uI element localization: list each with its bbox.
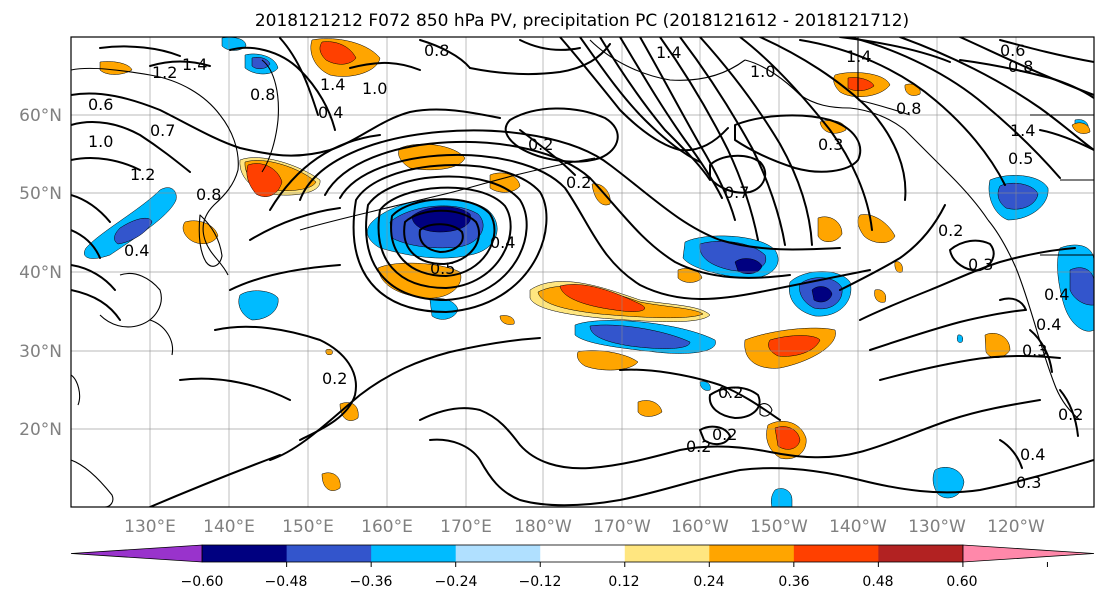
lon-label: 140°E (203, 517, 255, 537)
contour-label: 0.2 (566, 173, 591, 192)
pv-contours (71, 37, 1094, 507)
contour-label: 1.2 (152, 63, 177, 82)
map-frame (70, 36, 1095, 508)
contour-label: 0.2 (938, 221, 963, 240)
contour-label: 0.2 (686, 437, 711, 456)
colorbar-tick-label: 0.36 (778, 574, 809, 590)
colorbar-segments (70, 544, 1095, 563)
colorbar-tick-label: 0.48 (862, 574, 893, 590)
contour-label: 0.4 (124, 241, 149, 260)
colorbar-tick-label: 0.24 (693, 574, 724, 590)
latitude-labels: 60°N 50°N 40°N 30°N 20°N (19, 106, 62, 440)
lon-label: 130°W (908, 517, 966, 537)
contour-label: 0.2 (712, 425, 737, 444)
contour-label: 0.4 (1036, 315, 1061, 334)
colorbar-segment (709, 545, 795, 562)
lon-label: 160°E (361, 517, 413, 537)
lon-label: 120°W (987, 517, 1045, 537)
colorbar: −0.60 −0.48 −0.36 −0.24 −0.12 0.12 0.24 … (70, 544, 1095, 590)
contour-label: 0.3 (1022, 341, 1047, 360)
contour-label: 0.7 (150, 121, 175, 140)
colorbar-extend-high (962, 544, 1095, 563)
contour-label: 1.2 (130, 165, 155, 184)
contour-label: 0.4 (1044, 285, 1069, 304)
lat-label: 50°N (19, 184, 62, 204)
colorbar-tick-label: −0.36 (350, 574, 393, 590)
colorbar-segment (455, 545, 541, 562)
lon-label: 170°W (593, 517, 651, 537)
contour-label: 0.2 (528, 135, 553, 154)
colorbar-tick-label: −0.12 (519, 574, 562, 590)
colorbar-border (201, 544, 964, 563)
contour-label: 1.4 (656, 43, 681, 62)
colorbar-tick-label: −0.60 (181, 574, 224, 590)
colorbar-segment (540, 545, 626, 562)
colorbar-segment (202, 545, 288, 562)
contour-label: 0.3 (1016, 473, 1041, 492)
lon-label: 170°E (440, 517, 492, 537)
contour-label: 1.4 (320, 75, 345, 94)
contour-label: 0.8 (196, 185, 221, 204)
contour-label: 0.2 (322, 369, 347, 388)
colorbar-extend-low (70, 544, 203, 563)
contour-label: 0.8 (896, 99, 921, 118)
lat-label: 40°N (19, 263, 62, 283)
colorbar-segment (624, 545, 710, 562)
contour-label: 1.4 (182, 55, 207, 74)
contour-label: 0.4 (490, 233, 515, 252)
lon-label: 140°W (829, 517, 887, 537)
contour-label: 1.0 (362, 79, 387, 98)
colorbar-segment (371, 545, 457, 562)
lon-label: 130°E (124, 517, 176, 537)
contour-label: 0.8 (250, 85, 275, 104)
contour-label: 0.2 (718, 383, 743, 402)
lon-label: 150°E (282, 517, 334, 537)
lat-label: 60°N (19, 106, 62, 126)
contour-label: 0.3 (968, 255, 993, 274)
colorbar-tick-label: −0.24 (435, 574, 478, 590)
precip-shading-layer (84, 37, 1094, 507)
contour-label: 0.3 (818, 135, 843, 154)
lon-label: 160°W (671, 517, 729, 537)
contour-label: 0.6 (88, 95, 113, 114)
colorbar-tick-label: 0.60 (946, 574, 977, 590)
lat-label: 30°N (19, 342, 62, 362)
contour-label: 0.4 (318, 103, 343, 122)
contour-labels: 1.2 1.4 0.8 0.6 0.7 1.0 1.2 0.8 0.4 0.4 … (88, 41, 1083, 492)
colorbar-segment (878, 545, 964, 562)
contour-label: 1.0 (750, 62, 775, 81)
longitude-labels: 130°E 140°E 150°E 160°E 170°E 180°W 170°… (124, 517, 1045, 537)
map-title: 2018121212 F072 850 hPa PV, precipitatio… (255, 11, 909, 31)
contour-label: 1.0 (88, 132, 113, 151)
contour-label: 0.8 (424, 41, 449, 60)
colorbar-ticks (286, 562, 1048, 567)
lat-label: 20°N (19, 420, 62, 440)
contour-label: 1.4 (1010, 121, 1035, 140)
contour-label: 0.4 (1020, 445, 1045, 464)
contour-label: 0.5 (430, 259, 455, 278)
coastlines (71, 37, 1094, 507)
contour-label: 1.4 (846, 47, 871, 66)
contour-label: 0.2 (1058, 405, 1083, 424)
contour-label: 0.8 (1008, 57, 1033, 76)
colorbar-tick-label: 0.12 (608, 574, 639, 590)
colorbar-tick-label: −0.48 (265, 574, 308, 590)
lon-label: 180°W (514, 517, 572, 537)
colorbar-segment (793, 545, 879, 562)
contour-label: 0.7 (724, 183, 749, 202)
contour-label: 0.6 (1000, 41, 1025, 60)
lon-label: 150°W (750, 517, 808, 537)
contour-label: 0.5 (1008, 149, 1033, 168)
colorbar-segment (286, 545, 372, 562)
